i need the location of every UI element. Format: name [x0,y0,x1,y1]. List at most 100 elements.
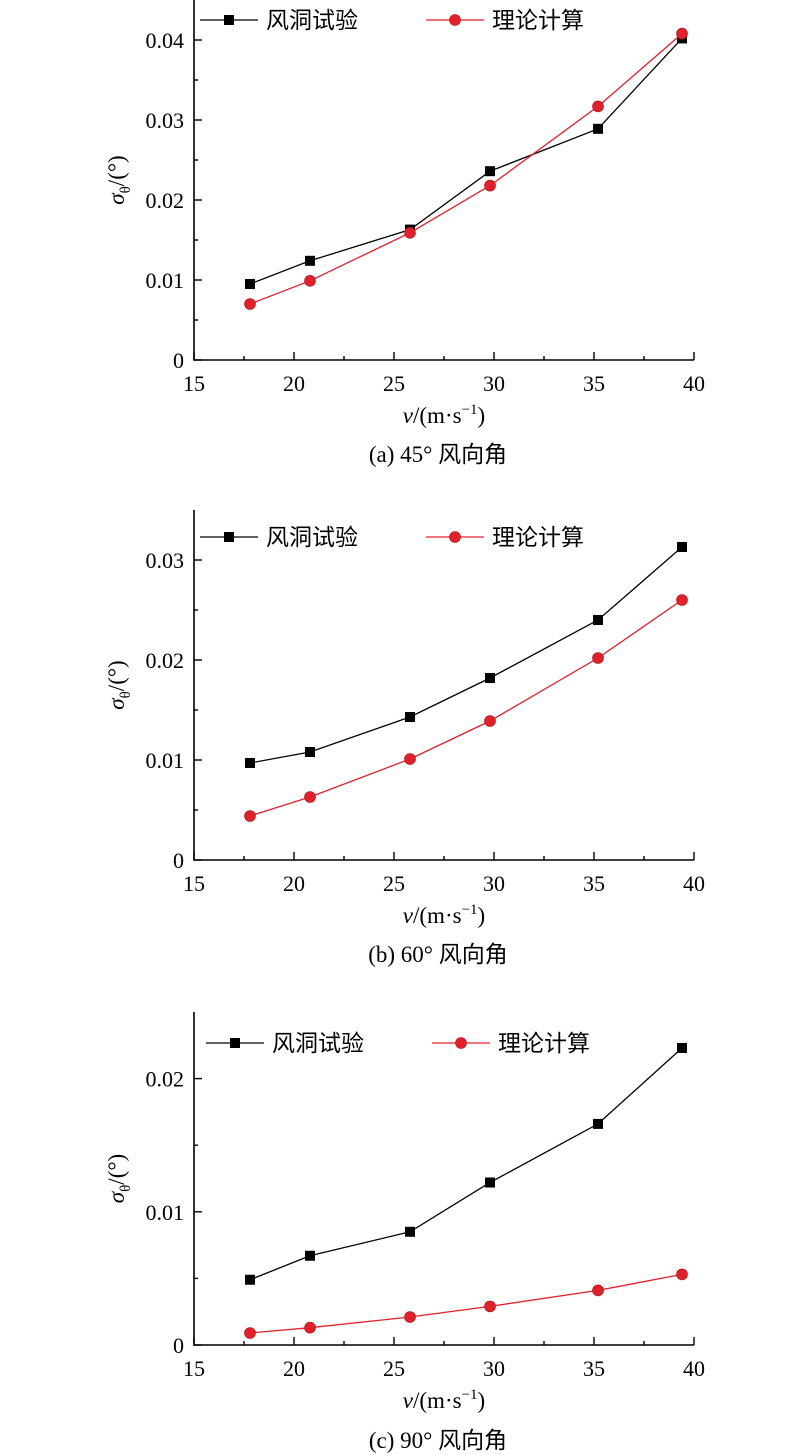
legend-label: 理论计算 [498,1031,590,1056]
series-1 [244,594,688,822]
axes-frame [193,0,694,361]
y-tick-label: 0.01 [146,1200,185,1225]
data-point [405,1226,415,1237]
data-point [245,758,255,768]
data-point [245,1274,255,1285]
data-point [305,255,315,266]
x-tick-label: 40 [683,371,705,396]
axes-frame [193,1012,694,1346]
series-line [249,1047,683,1281]
data-point [244,298,256,310]
data-point [676,27,688,40]
y-tick-label: 0.02 [146,1067,185,1092]
data-point [484,179,496,192]
data-point [404,753,416,765]
data-point [592,100,604,113]
data-point [592,652,604,664]
series-line [249,33,683,305]
x-tick-label: 20 [283,1356,305,1381]
x-tick-label: 15 [183,871,205,896]
y-tick-label: 0 [173,1333,184,1358]
y-tick-label: 0 [173,348,184,373]
series-1 [244,27,688,310]
data-point [593,1118,603,1129]
y-tick-label: 0.04 [146,28,185,53]
legend-label: 理论计算 [492,8,584,33]
y-tick-label: 0.01 [146,268,185,293]
x-tick-label: 35 [583,371,605,396]
x-tick-label: 20 [283,371,305,396]
legend: 风洞试验 理论计算 [200,525,584,550]
data-point [485,166,495,177]
data-point [484,1300,496,1313]
x-tick-label: 30 [483,1356,505,1381]
legend-marker [455,1037,467,1049]
data-point [676,594,688,606]
data-point [484,715,496,727]
y-axis-label: σθ/(°) [104,155,134,204]
series-0 [245,33,687,289]
x-tick-label: 25 [383,371,405,396]
x-tick-label: 15 [183,1356,205,1381]
x-tick-label: 35 [583,1356,605,1381]
series-line [249,599,683,817]
legend-marker [230,1038,240,1048]
y-tick-label: 0.02 [146,648,185,673]
x-axis-label: v/(m·s−1) [403,1387,485,1413]
x-axis-label: v/(m·s−1) [403,402,485,428]
legend-label: 风洞试验 [272,1031,364,1056]
data-point [305,747,315,757]
chart-panel-0: 15 20 25 30 35 40 0 0.01 0.02 0.03 0.04 v/(m·s−1) σθ… [104,0,705,467]
legend-label: 风洞试验 [266,525,358,550]
x-tick-label: 35 [583,871,605,896]
data-point [677,1042,687,1053]
series-1 [244,1268,688,1339]
data-point [593,615,603,625]
x-tick-label: 40 [683,871,705,896]
legend-marker [449,14,461,26]
x-tick-label: 15 [183,371,205,396]
y-tick-label: 0.02 [146,188,185,213]
data-point [304,274,316,287]
data-point [677,542,687,552]
data-point [404,227,416,239]
figure-caption: (c) 90° 风向角 [369,1428,507,1453]
x-axis-label: v/(m·s−1) [403,902,485,928]
data-point [485,673,495,683]
legend: 风洞试验 理论计算 [206,1031,590,1056]
data-point [405,712,415,722]
x-tick-label: 25 [383,871,405,896]
y-tick-label: 0.01 [146,748,185,773]
chart-panel-2: 15 20 25 30 35 40 0 0.01 0.02 v/(m·s−1) σθ/(°) 风洞试验… [104,1012,705,1453]
data-point [304,1321,316,1334]
series-line [249,546,683,764]
legend: 风洞试验 理论计算 [200,8,584,33]
x-tick-label: 40 [683,1356,705,1381]
data-point [485,1177,495,1188]
y-axis-label: σθ/(°) [104,660,134,709]
data-point [245,279,255,289]
data-point [676,1268,688,1281]
legend-label: 风洞试验 [266,8,358,33]
figure-caption: (b) 60° 风向角 [368,942,508,967]
data-point [592,1284,604,1297]
data-point [244,810,256,822]
x-tick-label: 30 [483,871,505,896]
legend-label: 理论计算 [492,525,584,550]
legend-marker [449,531,461,543]
y-tick-label: 0.03 [146,108,185,133]
x-tick-label: 25 [383,1356,405,1381]
axes-frame [193,510,694,861]
x-tick-label: 20 [283,871,305,896]
series-line [249,37,683,285]
data-point [593,123,603,134]
y-tick-label: 0.03 [146,548,185,573]
y-tick-label: 0 [173,848,184,873]
series-0 [245,542,687,768]
legend-marker [224,532,234,542]
figure-caption: (a) 45° 风向角 [369,442,507,467]
data-point [404,1311,416,1323]
series-line [249,1273,683,1334]
chart-panel-1: 15 20 25 30 35 40 0 0.01 0.02 0.03 v/(m·s−1) σθ/(°)… [104,510,705,967]
